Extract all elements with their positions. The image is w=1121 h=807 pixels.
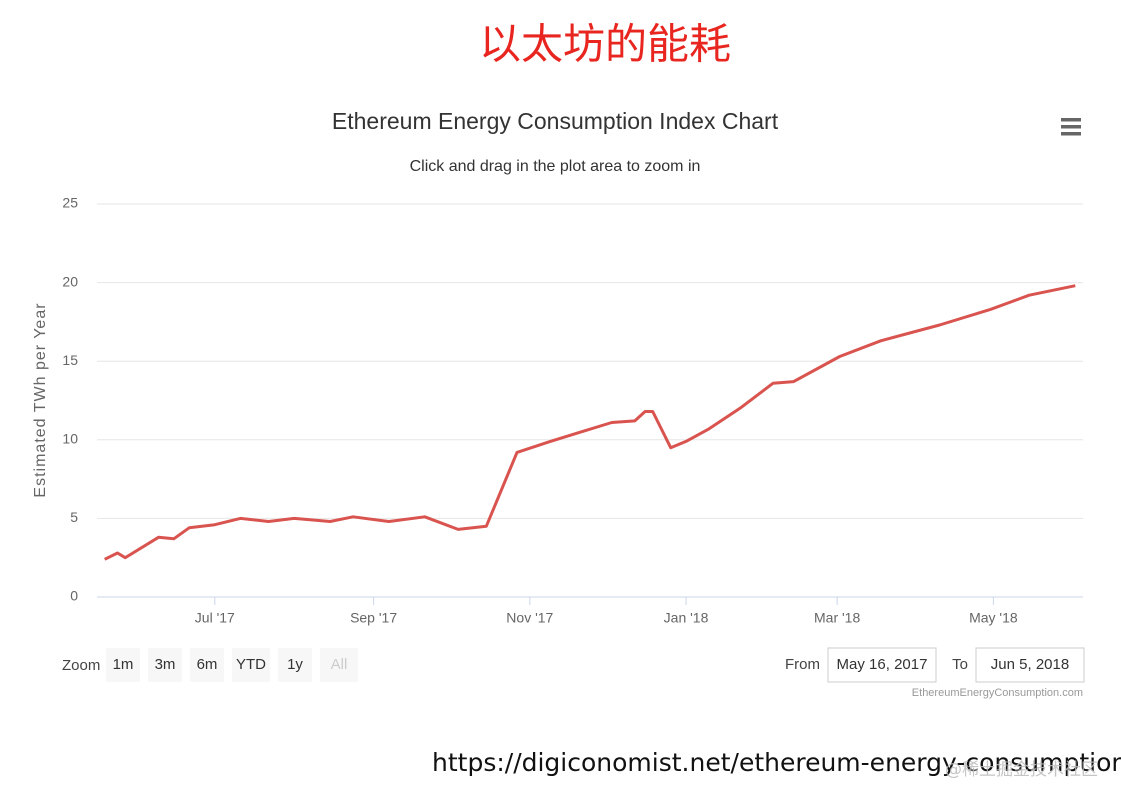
x-tick-label: Sep '17 (350, 610, 397, 626)
zoom-button[interactable] (190, 648, 224, 682)
to-label: To (952, 656, 968, 673)
y-tick-label: 10 (62, 431, 78, 447)
to-value[interactable]: Jun 5, 2018 (991, 656, 1069, 673)
chart-title: Ethereum Energy Consumption Index Chart (332, 108, 779, 134)
footer-url: https://digiconomist.net/ethereum-energy… (432, 748, 1121, 777)
x-tick-label: Nov '17 (506, 610, 553, 626)
y-tick-label: 15 (62, 352, 78, 368)
x-tick-label: Jul '17 (195, 610, 235, 626)
zoom-button-label[interactable]: 6m (197, 656, 218, 673)
zoom-button[interactable] (278, 648, 312, 682)
to-input[interactable] (975, 647, 1085, 683)
watermark: @稀土掘金技术社区 (945, 760, 1098, 780)
credits: EthereumEnergyConsumption.com (912, 687, 1083, 699)
zoom-button[interactable] (106, 648, 140, 682)
x-tick-label: May '18 (969, 610, 1018, 626)
from-input[interactable] (827, 647, 937, 683)
y-tick-label: 5 (70, 509, 78, 525)
from-label: From (785, 656, 820, 673)
zoom-button-label[interactable]: 3m (155, 656, 176, 673)
menu-button[interactable] (1058, 114, 1084, 140)
zoom-button-label[interactable]: 1m (113, 656, 134, 673)
y-tick-label: 20 (62, 273, 78, 289)
zoom-button[interactable] (232, 648, 270, 682)
chart-subtitle: Click and drag in the plot area to zoom … (410, 158, 701, 175)
y-axis-label: Estimated TWh per Year (32, 302, 49, 497)
zoom-button-label[interactable]: YTD (236, 656, 266, 673)
from-value[interactable]: May 16, 2017 (837, 656, 928, 673)
zoom-label: Zoom (62, 657, 100, 674)
x-tick-label: Jan '18 (664, 610, 709, 626)
zoom-button-label[interactable]: All (331, 656, 348, 673)
zoom-button[interactable] (320, 648, 358, 682)
heading: 以太坊的能耗 (479, 20, 731, 69)
x-tick-label: Mar '18 (814, 610, 860, 626)
y-tick-label: 25 (62, 195, 78, 211)
y-tick-label: 0 (70, 588, 78, 604)
data-line (104, 284, 1076, 561)
zoom-button-label[interactable]: 1y (287, 656, 303, 673)
zoom-button[interactable] (148, 648, 182, 682)
